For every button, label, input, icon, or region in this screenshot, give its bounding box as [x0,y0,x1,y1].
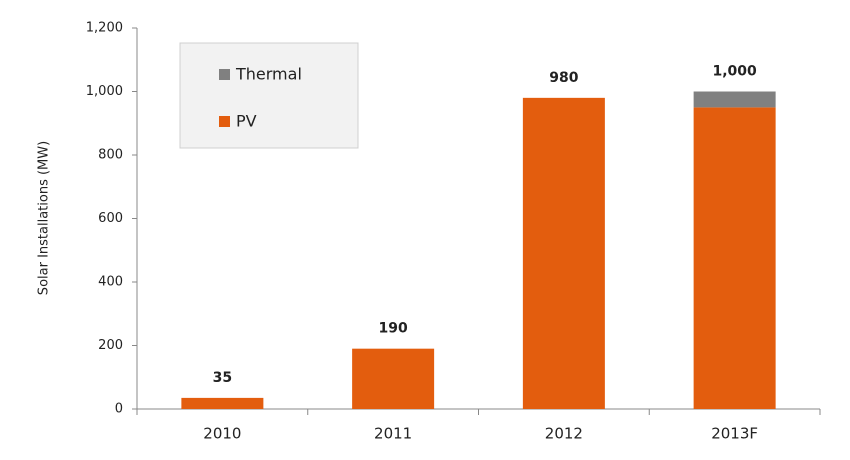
x-tick-label: 2010 [203,425,241,443]
legend-swatch [219,69,230,80]
value-label: 980 [549,70,578,86]
x-tick-label: 2011 [374,425,412,443]
value-label: 35 [213,370,232,386]
bar-segment [181,397,264,409]
legend-swatch [219,116,230,127]
y-tick-label: 600 [98,211,123,226]
legend [179,42,359,149]
x-tick-label: 2013F [711,425,758,443]
y-tick-label: 400 [98,275,123,290]
y-tick-label: 1,200 [86,21,123,36]
y-tick-label: 1,000 [86,84,123,99]
value-label: 1,000 [712,64,757,80]
y-axis-label: Solar Installations (MW) [37,141,52,295]
legend-label: PV [236,112,257,131]
bar-segment [693,107,776,409]
y-tick-label: 800 [98,148,123,163]
legend-box [179,42,359,149]
bar-segment [522,97,605,409]
legend-label: Thermal [235,65,302,84]
y-tick-label: 200 [98,338,123,353]
x-tick-label: 2012 [545,425,583,443]
y-tick-label: 0 [115,402,123,417]
bar-segment [693,91,776,108]
bar-segment [352,348,435,409]
value-label: 190 [379,321,408,337]
